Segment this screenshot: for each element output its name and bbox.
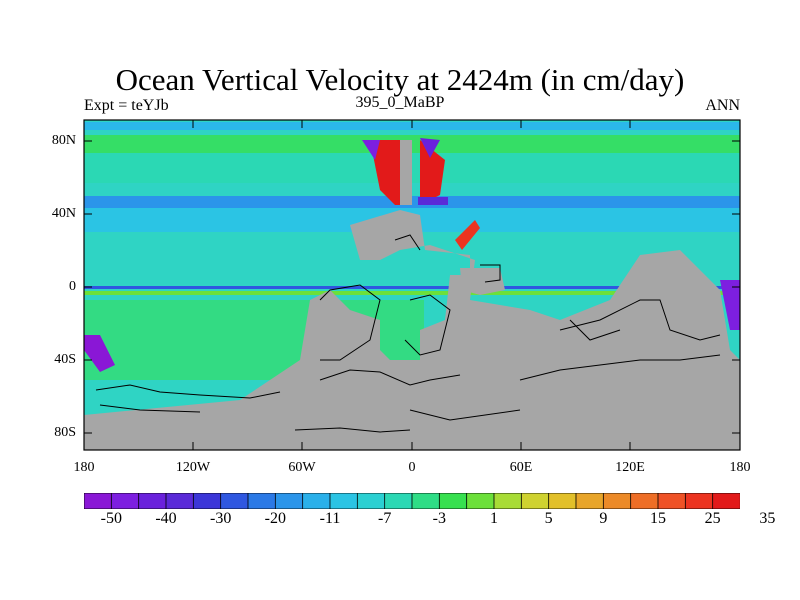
arctic-purple [362, 140, 380, 160]
colorbar-swatch [274, 493, 304, 509]
x-label-0: 0 [408, 460, 416, 475]
colorbar-swatch [220, 493, 249, 509]
colorbar-label: -7 [377, 510, 392, 527]
north-atlantic-purple-strip [418, 197, 448, 205]
colorbar-swatch [520, 493, 550, 509]
season-label: ANN [705, 97, 740, 114]
equator-band-green [84, 291, 740, 295]
colorbar-swatch [657, 493, 687, 509]
colorbar-swatch [630, 493, 659, 509]
colorbar-swatch [602, 493, 632, 509]
period-label: 395_0_MaBP [355, 94, 445, 111]
colorbar-swatch [302, 493, 331, 509]
colorbar-label: -3 [432, 510, 446, 527]
x-ticks [192, 120, 631, 450]
colorbar-swatch [684, 493, 714, 509]
red-streak [455, 220, 480, 250]
y-ticks [84, 140, 740, 434]
colorbar-swatch [247, 493, 277, 509]
colorbar-swatch [110, 493, 140, 509]
colorbar-label: 35 [759, 510, 776, 527]
y-label-0: 0 [69, 279, 76, 294]
south-purple [84, 335, 115, 372]
coastlines [95, 234, 721, 433]
colorbar-label: -11 [319, 510, 341, 527]
colorbar-swatch [192, 493, 222, 509]
x-label-60e: 60E [509, 460, 533, 475]
colorbar-label: 9 [599, 510, 608, 527]
colorbar-label: 15 [650, 510, 666, 527]
colorbar-swatch [493, 493, 523, 509]
experiment-label: Expt = teYJb [84, 97, 169, 114]
colorbar-swatch [165, 493, 195, 509]
colorbar-swatch [356, 493, 386, 509]
colorbar-swatch [138, 493, 167, 509]
colorbar-label: 1 [490, 510, 498, 527]
colorbar-swatch [548, 493, 577, 509]
equator-band-blue [84, 286, 740, 289]
east-purple [720, 280, 740, 330]
y-label-80n: 80N [51, 133, 76, 148]
colorbar-swatch [438, 493, 468, 509]
colorbar-swatch [575, 493, 605, 509]
north-atlantic-red [370, 140, 405, 205]
colorbar-swatch [384, 493, 413, 509]
x-label-120w: 120W [175, 460, 211, 475]
colorbar-swatch [466, 493, 495, 509]
y-label-40s: 40S [54, 352, 76, 367]
colorbar-label: -50 [100, 510, 122, 527]
colorbar-swatch [84, 493, 113, 509]
y-label-80s: 80S [54, 425, 76, 440]
x-label-120e: 120E [615, 460, 645, 475]
x-label-180w: 180 [73, 460, 95, 475]
x-label-60w: 60W [288, 460, 316, 475]
colorbar-swatch [712, 493, 740, 509]
colorbar-label: 25 [704, 510, 721, 527]
map-title: Ocean Vertical Velocity at 2424m (in cm/… [115, 62, 685, 97]
land-masses [84, 140, 740, 450]
y-label-40n: 40N [51, 206, 76, 221]
colorbar-swatch [411, 493, 441, 509]
x-label-180e: 180 [729, 460, 751, 475]
colorbar-swatch [329, 493, 359, 509]
colorbar [84, 493, 740, 509]
colorbar-label: -30 [209, 510, 232, 527]
colorbar-label: -20 [264, 510, 286, 527]
north-atlantic-purple [420, 138, 440, 158]
north-atlantic-red-2 [420, 140, 445, 205]
colorbar-label: 5 [544, 510, 553, 527]
colorbar-label: -40 [155, 510, 177, 527]
